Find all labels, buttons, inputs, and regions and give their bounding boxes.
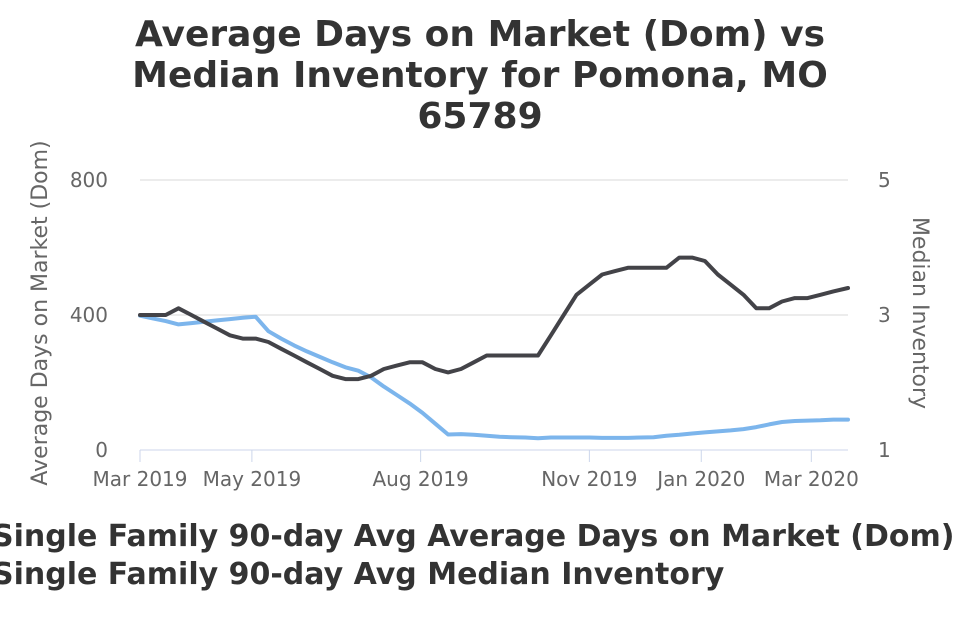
x-tick-label: May 2019	[203, 467, 302, 491]
series-line-dom	[138, 313, 850, 441]
y-axis-right: 1 3 5	[878, 168, 891, 462]
series-line-inventory	[138, 255, 850, 382]
y-axis-right-title: Median Inventory	[907, 217, 932, 409]
x-tick-label: Jan 2020	[655, 467, 745, 491]
y-left-tick-label: 0	[95, 438, 108, 462]
y-axis-left-title: Average Days on Market (Dom)	[28, 140, 53, 485]
x-tick-label: Mar 2019	[93, 467, 188, 491]
chart-title-line: Average Days on Market (Dom) vs	[134, 14, 826, 55]
legend[interactable]: Single Family 90-day Avg Average Days on…	[0, 518, 954, 594]
legend-item-inventory[interactable]: Single Family 90-day Avg Median Inventor…	[0, 557, 725, 592]
chart-title: Average Days on Market (Dom) vs Median I…	[0, 14, 960, 137]
y-right-tick-label: 5	[878, 168, 891, 192]
x-tick-label: Mar 2020	[764, 467, 859, 491]
y-left-tick-label: 800	[70, 168, 108, 192]
y-axis-left: 0 400 800	[70, 168, 108, 462]
grid-lines	[140, 179, 848, 316]
x-tick-label: Aug 2019	[372, 467, 468, 491]
y-left-tick-label: 400	[70, 303, 108, 327]
x-axis: Mar 2019 May 2019 Aug 2019 Nov 2019 Jan 2020…	[93, 449, 859, 491]
y-right-tick-label: 3	[878, 303, 891, 327]
legend-item-dom[interactable]: Single Family 90-day Avg Average Days on…	[0, 519, 955, 554]
chart-title-line: 65789	[417, 96, 543, 137]
chart-title-line: Median Inventory for Pomona, MO	[132, 55, 828, 96]
x-tick-label: Nov 2019	[541, 467, 637, 491]
series-lines	[138, 255, 850, 441]
y-right-tick-label: 1	[878, 438, 891, 462]
